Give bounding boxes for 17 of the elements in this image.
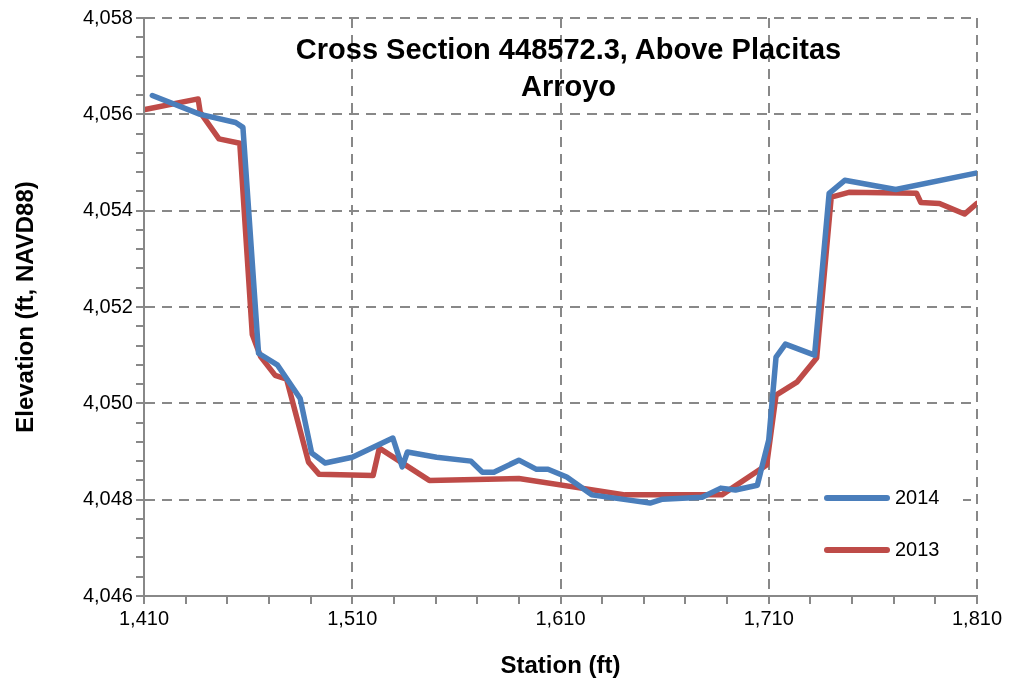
- text: Cross Section 448572.3, Above Placitas Arroyo: [295, 32, 842, 102]
- y-tick-label: 4,056: [82, 101, 133, 124]
- y-tick-label: 4,046: [82, 583, 133, 606]
- x-tick-label: 1,610: [535, 606, 586, 629]
- x-tick-label: 1,510: [327, 606, 378, 629]
- y-tick-label: 4,054: [82, 198, 133, 221]
- x-tick-label: 1,810: [951, 606, 1003, 629]
- legend-label: 2013: [895, 537, 940, 560]
- legend-label: 2014: [895, 485, 940, 508]
- y-tick-label: 4,052: [82, 294, 133, 317]
- y-tick-label: 4,058: [82, 5, 133, 28]
- y-axis-title: Elevation (ft, NAVD88): [11, 181, 39, 433]
- x-axis-title: Station (ft): [500, 651, 621, 679]
- x-tick-label: 1,710: [743, 606, 794, 629]
- x-tick-label: 1,410: [118, 606, 170, 629]
- y-tick-label: 4,050: [82, 390, 133, 413]
- y-tick-label: 4,048: [82, 487, 133, 510]
